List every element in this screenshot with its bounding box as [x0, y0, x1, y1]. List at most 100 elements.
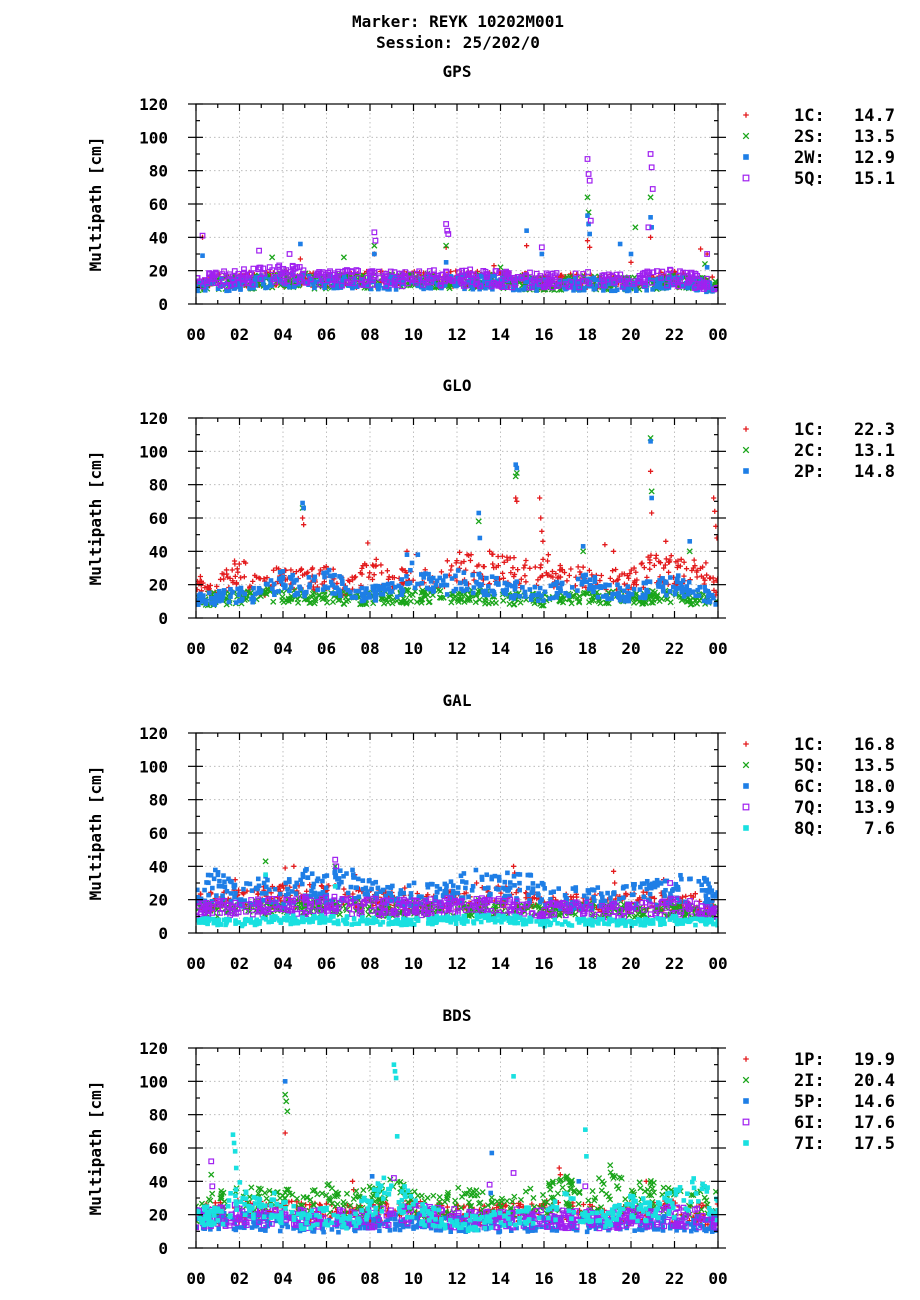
legend-item-1c: 1C: 14.7 [743, 106, 895, 126]
y-tick-label: 120 [139, 1039, 168, 1058]
legend-series-value: 14.7 [854, 106, 895, 126]
series-8q-points [196, 872, 718, 929]
legend-series-value: 22.3 [854, 420, 895, 440]
legend-marker [743, 825, 749, 831]
y-tick-label: 80 [149, 162, 168, 181]
x-tick-label: 10 [404, 1269, 423, 1288]
legend-marker [742, 803, 750, 811]
legend-series-value: 12.9 [854, 148, 895, 168]
legend-marker [743, 426, 749, 432]
panel-title: BDS [443, 1006, 472, 1025]
x-tick-label: 22 [665, 325, 684, 344]
x-tick-label: 00 [708, 639, 727, 658]
x-tick-label: 14 [491, 639, 510, 658]
x-tick-label: 02 [230, 954, 249, 973]
y-axis: 0 20 40 60 80 100 120 [139, 409, 726, 628]
legend-marker [743, 154, 749, 160]
legend-marker [743, 783, 749, 789]
y-axis: 0 20 40 60 80 100 120 [139, 724, 726, 943]
x-tick-label: 00 [708, 1269, 727, 1288]
x-tick-label: 08 [360, 325, 379, 344]
legend: 1C: 22.3 2C: 13.1 2P: 14.8 [742, 420, 895, 482]
legend-marker [743, 1140, 749, 1146]
x-tick-label: 06 [317, 1269, 336, 1288]
x-tick-label: 12 [447, 954, 466, 973]
x-tick-label: 06 [317, 639, 336, 658]
legend-item-6i: 6I: 17.6 [742, 1113, 895, 1133]
legend-series-name: 2C: [794, 441, 825, 461]
legend-series-value: 19.9 [854, 1050, 895, 1070]
x-axis: 00 02 04 06 08 10 12 14 16 18 20 22 00 [186, 733, 728, 973]
legend-item-5p: 5P: 14.6 [743, 1092, 895, 1112]
legend-series-name: 1P: [794, 1050, 825, 1070]
x-tick-label: 22 [665, 954, 684, 973]
y-tick-label: 40 [149, 542, 168, 561]
x-tick-label: 14 [491, 325, 510, 344]
y-tick-label: 60 [149, 1139, 168, 1158]
legend-series-value: 13.1 [854, 441, 895, 461]
x-tick-label: 18 [578, 325, 597, 344]
y-tick-label: 40 [149, 228, 168, 247]
legend-marker [742, 1118, 750, 1126]
legend-item-1c: 1C: 16.8 [743, 735, 895, 755]
y-axis-label: Multipath [cm] [86, 766, 105, 901]
figure-title-session: Session: 25/202/0 [376, 33, 540, 52]
y-axis-label: Multipath [cm] [86, 1081, 105, 1216]
x-tick-label: 14 [491, 954, 510, 973]
x-tick-label: 00 [186, 325, 205, 344]
legend-series-value: 14.6 [854, 1092, 895, 1112]
legend-series-name: 5Q: [794, 169, 825, 189]
legend-item-2s: 2S: 13.5 [742, 127, 895, 147]
legend-item-5q: 5Q: 15.1 [742, 169, 895, 189]
x-tick-label: 04 [273, 639, 292, 658]
legend-marker [742, 1076, 750, 1084]
legend-series-value: 14.8 [854, 462, 895, 482]
x-tick-label: 04 [273, 325, 292, 344]
legend-series-name: 2P: [794, 462, 825, 482]
x-tick-label: 20 [621, 325, 640, 344]
legend-series-name: 5P: [794, 1092, 825, 1112]
legend-series-name: 5Q: [794, 756, 825, 776]
x-tick-label: 18 [578, 954, 597, 973]
legend-item-8q: 8Q: 7.6 [743, 819, 895, 839]
legend-series-name: 1C: [794, 420, 825, 440]
x-tick-label: 04 [273, 1269, 292, 1288]
legend-series-value: 20.4 [854, 1071, 895, 1091]
legend-item-7i: 7I: 17.5 [743, 1134, 895, 1154]
legend-marker [743, 1098, 749, 1104]
series-5q-points [196, 151, 718, 293]
y-tick-label: 100 [139, 442, 168, 461]
x-tick-label: 02 [230, 1269, 249, 1288]
y-tick-label: 0 [158, 295, 168, 314]
y-axis: 0 20 40 60 80 100 120 [139, 1039, 726, 1258]
legend: 1C: 16.8 5Q: 13.5 6C: 18.0 7Q: 13.9 8Q: 7.6 [742, 735, 895, 839]
x-axis: 00 02 04 06 08 10 12 14 16 18 20 22 00 [186, 1048, 728, 1288]
panel-title: GPS [443, 62, 472, 81]
panel-title: GLO [443, 376, 472, 395]
x-tick-label: 10 [404, 639, 423, 658]
legend-item-2c: 2C: 13.1 [742, 441, 895, 461]
y-tick-label: 20 [149, 576, 168, 595]
legend-marker [743, 1056, 749, 1062]
y-axis-label: Multipath [cm] [86, 137, 105, 272]
y-tick-label: 100 [139, 1072, 168, 1091]
y-tick-label: 20 [149, 1206, 168, 1225]
x-tick-label: 16 [534, 639, 553, 658]
legend-series-value: 15.1 [854, 169, 895, 189]
x-tick-label: 00 [186, 954, 205, 973]
data-points [196, 1062, 718, 1235]
x-tick-label: 00 [708, 954, 727, 973]
legend-series-value: 13.9 [854, 798, 895, 818]
data-points [196, 856, 718, 929]
series-1c-points [196, 468, 718, 598]
legend-marker [743, 741, 749, 747]
series-7i-points [196, 1062, 718, 1234]
x-tick-label: 10 [404, 325, 423, 344]
legend-marker [742, 446, 750, 454]
y-tick-label: 120 [139, 724, 168, 743]
